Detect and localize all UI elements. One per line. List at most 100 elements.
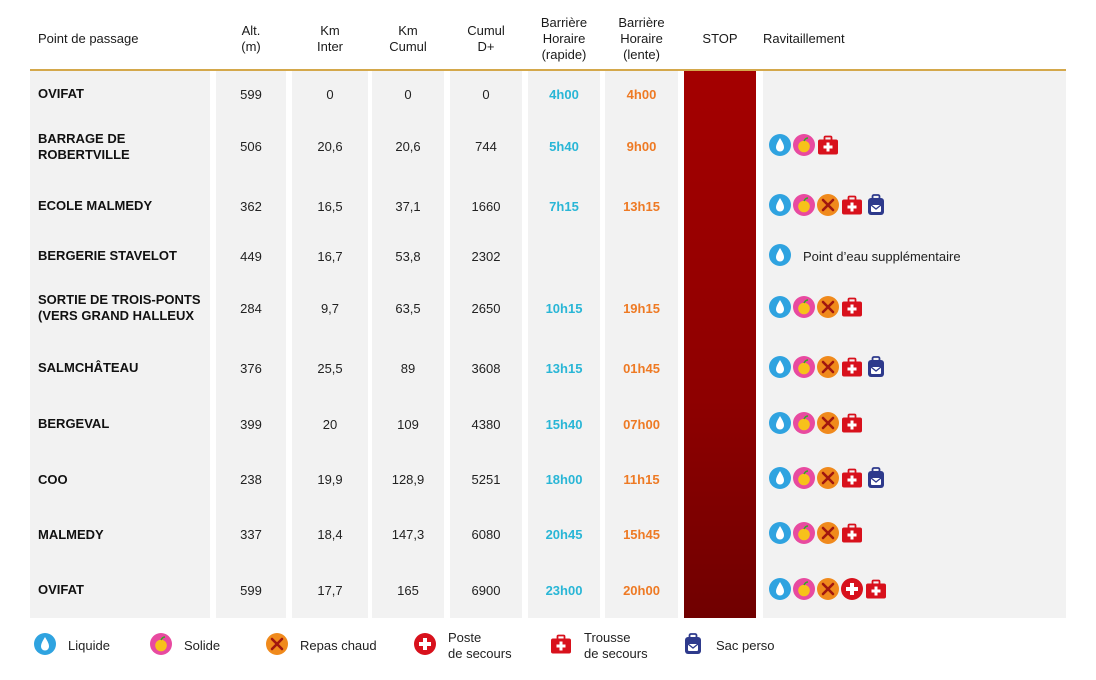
repas-icon	[817, 577, 839, 603]
poste-icon	[414, 632, 436, 660]
cell-lente: 07h00	[623, 416, 660, 432]
cell-rapide: 23h00	[545, 582, 583, 598]
table-row: MALMEDY 337 18,4 147,3 6080 20h45 15h45	[0, 507, 1096, 562]
cell-lente: 4h00	[626, 86, 657, 102]
cell-cumul-d: 744	[475, 139, 497, 154]
cell-km-cumul: 37,1	[395, 198, 421, 214]
cell-rapide: 15h40	[545, 416, 583, 432]
cell-ravitaillement	[769, 176, 1064, 236]
trousse-icon	[841, 412, 863, 437]
header-alt: Alt. (m)	[241, 23, 261, 54]
cell-km-inter: 20	[322, 416, 338, 432]
header-ravitaillement: Ravitaillement	[763, 31, 845, 46]
cell-ravitaillement	[769, 562, 1064, 618]
header-point: Point de passage	[38, 31, 139, 46]
cell-cumul-d: 2650	[471, 300, 501, 316]
cell-km-cumul: 128,9	[391, 472, 425, 487]
header-cumul-d: Cumul D+	[467, 23, 505, 54]
sac-icon	[865, 355, 887, 381]
cell-km-cumul: 20,6	[395, 139, 421, 154]
repas-icon	[817, 467, 839, 492]
cell-cumul-d: 6900	[471, 582, 501, 598]
cell-km-cumul: 147,3	[391, 527, 425, 542]
repas-icon	[817, 355, 839, 381]
legend-item-solide: Solide	[150, 622, 220, 670]
cell-rapide	[528, 236, 600, 276]
legend-label: Sac perso	[716, 638, 775, 653]
liquide-icon	[34, 632, 56, 660]
cell-lente: 15h45	[623, 527, 660, 542]
header-km-inter: Km Inter	[316, 23, 343, 54]
cell-rapide: 7h15	[549, 198, 579, 214]
cell-km-cumul: 63,5	[395, 300, 421, 316]
repas-icon	[266, 632, 288, 660]
column-background-km-inter	[292, 71, 368, 618]
cell-km-inter: 16,7	[317, 248, 343, 264]
cell-lente: 9h00	[626, 139, 657, 154]
legend-label: Trousse de secours	[584, 630, 648, 661]
solide-icon	[793, 193, 815, 219]
header-barriere-rapide: Barrière Horaire (rapide)	[540, 15, 588, 62]
cell-alt: 376	[240, 360, 262, 376]
solide-icon	[793, 295, 815, 321]
cell-alt: 506	[240, 139, 262, 154]
liquide-icon	[769, 355, 791, 381]
legend-label: Repas chaud	[300, 638, 377, 653]
table-row: SALMCHÂTEAU 376 25,5 89 3608 13h15 01h45	[0, 340, 1096, 396]
cell-point-name: OVIFAT	[38, 86, 84, 101]
repas-icon	[817, 411, 839, 437]
legend-item-sac: Sac perso	[682, 622, 775, 670]
legend-label: Liquide	[68, 638, 110, 653]
legend-item-trousse: Trousse de secours	[550, 622, 648, 670]
header-divider	[30, 69, 1066, 71]
cell-lente	[605, 236, 678, 276]
cell-point-name: SALMCHÂTEAU	[38, 360, 139, 375]
solide-icon	[793, 134, 815, 159]
column-background-ravitaillement	[763, 71, 1066, 618]
liquide-icon	[769, 295, 791, 321]
cell-km-inter: 16,5	[317, 198, 343, 214]
cell-alt: 284	[240, 300, 262, 316]
cell-rapide: 4h00	[549, 86, 579, 102]
stop-bar	[684, 71, 756, 618]
repas-icon	[817, 193, 839, 219]
cell-alt: 599	[240, 582, 262, 598]
cell-km-cumul: 89	[400, 360, 416, 376]
trousse-icon	[550, 633, 572, 660]
cell-km-inter: 20,6	[317, 139, 343, 154]
repas-icon	[817, 522, 839, 547]
cell-lente: 19h15	[623, 300, 660, 316]
cell-cumul-d: 6080	[471, 527, 501, 542]
cell-km-cumul: 0	[404, 86, 412, 102]
cell-point-name: OVIFAT	[38, 582, 84, 597]
cell-ravitaillement: Point d’eau supplémentaire	[769, 236, 1064, 276]
cell-km-cumul: 109	[397, 416, 419, 432]
header-stop: STOP	[702, 31, 738, 46]
cell-rapide: 13h15	[545, 360, 583, 376]
trousse-icon	[817, 134, 839, 159]
legend-item-repas: Repas chaud	[266, 622, 377, 670]
cell-point-name: BERGEVAL	[38, 416, 110, 431]
trousse-icon	[841, 194, 863, 219]
cell-cumul-d: 1660	[471, 198, 501, 214]
trousse-icon	[841, 296, 863, 321]
cell-ravitaillement	[769, 340, 1064, 396]
cell-cumul-d: 0	[482, 86, 490, 102]
cell-alt: 238	[240, 472, 262, 487]
solide-icon	[793, 522, 815, 547]
table-row: ECOLE MALMEDY 362 16,5 37,1 1660 7h15 13h15	[0, 176, 1096, 236]
table-row: BARRAGE DE ROBERTVILLE 506 20,6 20,6 744 5h40 9…	[0, 117, 1096, 176]
cell-cumul-d: 5251	[471, 472, 501, 487]
cell-cumul-d: 2302	[471, 248, 501, 264]
cell-alt: 449	[240, 248, 262, 264]
table-row: COO 238 19,9 128,9 5251 18h00 11h15	[0, 452, 1096, 507]
cell-rapide: 10h15	[545, 300, 583, 316]
cell-alt: 399	[240, 416, 262, 432]
cell-point-name: ECOLE MALMEDY	[38, 198, 153, 213]
cell-point-name: BERGERIE STAVELOT	[38, 248, 177, 263]
header-km-cumul: Km Cumul	[389, 23, 427, 54]
table-row: BERGERIE STAVELOT 449 16,7 53,8 2302 Point d’…	[0, 236, 1096, 276]
header-barriere-lente: Barrière Horaire (lente)	[618, 15, 665, 62]
sac-icon	[865, 467, 887, 492]
cell-km-inter: 9,7	[320, 300, 340, 316]
